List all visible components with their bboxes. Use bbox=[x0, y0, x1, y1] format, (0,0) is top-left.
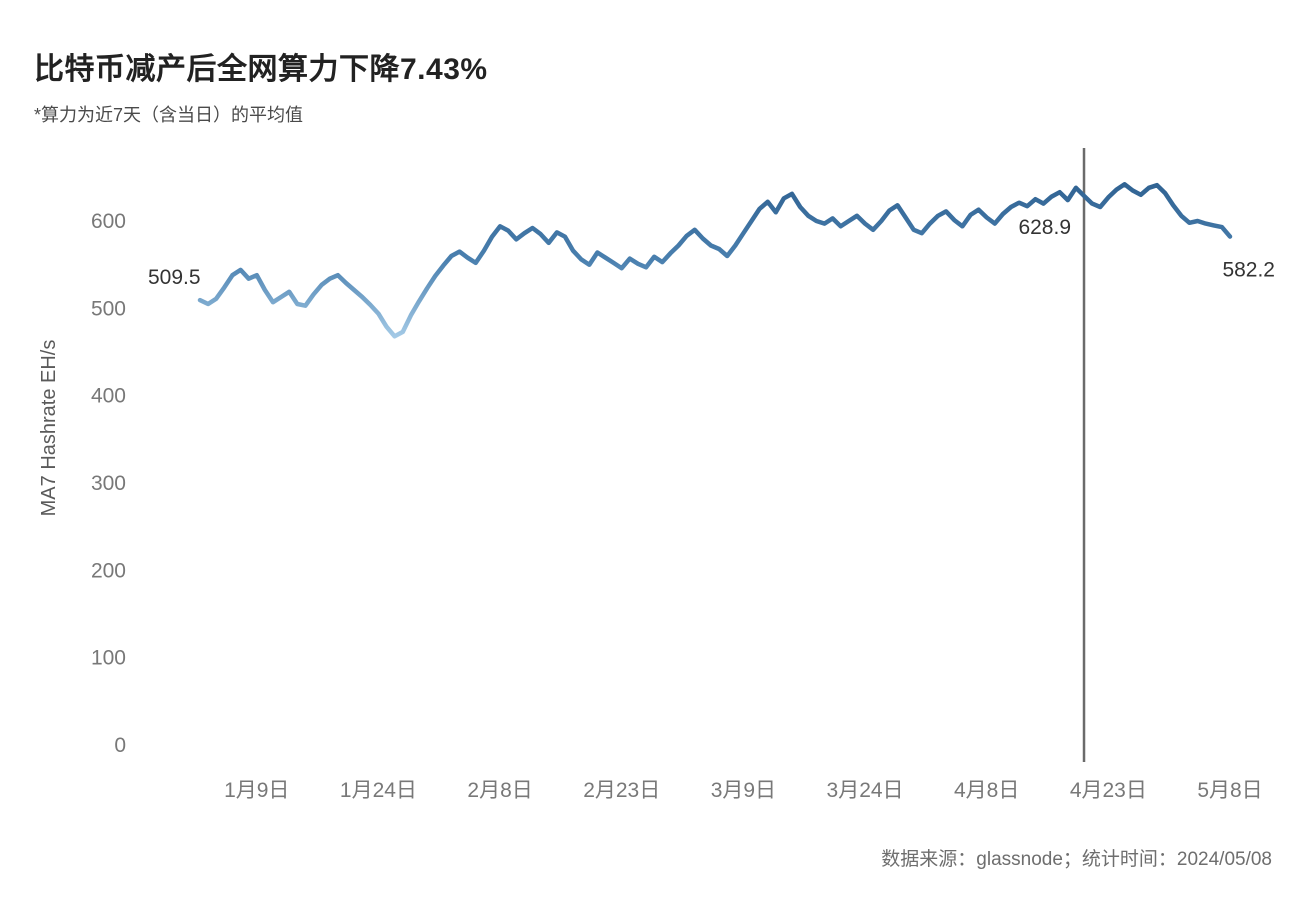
y-tick-label: 0 bbox=[114, 734, 126, 757]
x-tick-label: 3月24日 bbox=[827, 779, 904, 802]
y-tick-label: 200 bbox=[91, 559, 126, 582]
chart-title: 比特币减产后全网算力下降7.43% bbox=[34, 53, 488, 86]
data-source-note: 数据来源：glassnode；统计时间：2024/05/08 bbox=[881, 849, 1272, 870]
annotation-label: 509.5 bbox=[148, 266, 201, 289]
annotation-label: 582.2 bbox=[1222, 259, 1275, 282]
x-tick-label: 4月23日 bbox=[1070, 779, 1147, 802]
x-tick-label: 1月9日 bbox=[224, 779, 289, 802]
y-tick-label: 100 bbox=[91, 647, 126, 670]
annotation-label: 628.9 bbox=[1018, 216, 1071, 239]
x-tick-label: 2月23日 bbox=[583, 779, 660, 802]
y-tick-label: 300 bbox=[91, 472, 126, 495]
y-tick-label: 600 bbox=[91, 210, 126, 233]
x-tick-label: 2月8日 bbox=[467, 779, 532, 802]
x-tick-label: 5月8日 bbox=[1197, 779, 1262, 802]
hashrate-line bbox=[197, 182, 1233, 339]
x-tick-label: 4月8日 bbox=[954, 779, 1019, 802]
x-tick-label: 1月24日 bbox=[340, 779, 417, 802]
y-axis-label: MA7 Hashrate EH/s bbox=[38, 340, 60, 517]
y-tick-label: 400 bbox=[91, 385, 126, 408]
chart-subtitle: *算力为近7天（含当日）的平均值 bbox=[34, 105, 304, 125]
x-tick-label: 3月9日 bbox=[711, 779, 776, 802]
y-tick-label: 500 bbox=[91, 297, 126, 320]
